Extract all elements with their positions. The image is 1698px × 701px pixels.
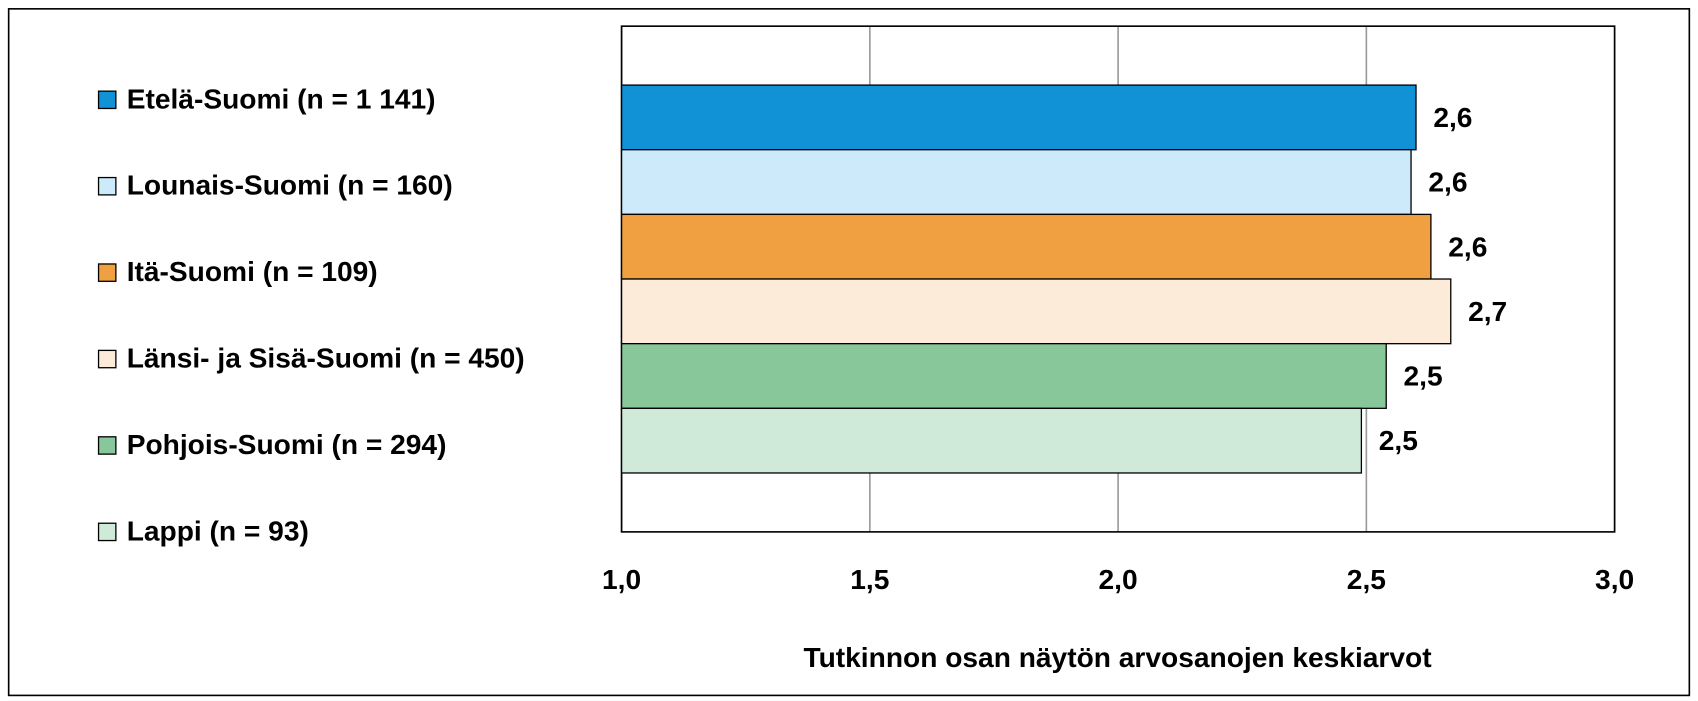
- legend-label: Pohjois-Suomi (n = 294): [127, 429, 447, 460]
- legend-label: Länsi- ja Sisä-Suomi (n = 450): [127, 343, 525, 374]
- x-tick-label: 2,5: [1347, 564, 1386, 595]
- value-label: 2,6: [1433, 102, 1472, 133]
- value-label: 2,6: [1428, 167, 1467, 198]
- bar: [620, 149, 1412, 216]
- value-label: 2,7: [1468, 296, 1507, 327]
- value-label: 2,5: [1404, 361, 1443, 392]
- legend-label: Etelä-Suomi (n = 1 141): [127, 83, 436, 114]
- x-axis-label: Tutkinnon osan näytön arvosanojen keskia…: [804, 642, 1433, 673]
- legend-label: Itä-Suomi (n = 109): [127, 256, 378, 287]
- legend-swatch: [97, 90, 117, 110]
- legend-swatch: [97, 522, 117, 542]
- legend-swatch: [97, 176, 117, 196]
- bar: [620, 84, 1417, 151]
- bar: [620, 343, 1387, 409]
- x-tick-label: 1,5: [850, 564, 889, 595]
- legend-label: Lappi (n = 93): [127, 515, 309, 546]
- x-tick-label: 1,0: [602, 564, 641, 595]
- x-tick-label: 2,0: [1099, 564, 1138, 595]
- legend-swatch: [97, 263, 117, 282]
- bar: [620, 407, 1363, 474]
- value-label: 2,6: [1448, 231, 1487, 262]
- legend-label: Lounais-Suomi (n = 160): [127, 170, 453, 201]
- bar: [620, 278, 1452, 345]
- legend-swatch: [97, 436, 117, 455]
- value-label: 2,5: [1379, 425, 1418, 456]
- legend-swatch: [97, 349, 117, 369]
- x-tick-label: 3,0: [1595, 564, 1634, 595]
- bar: [620, 213, 1432, 280]
